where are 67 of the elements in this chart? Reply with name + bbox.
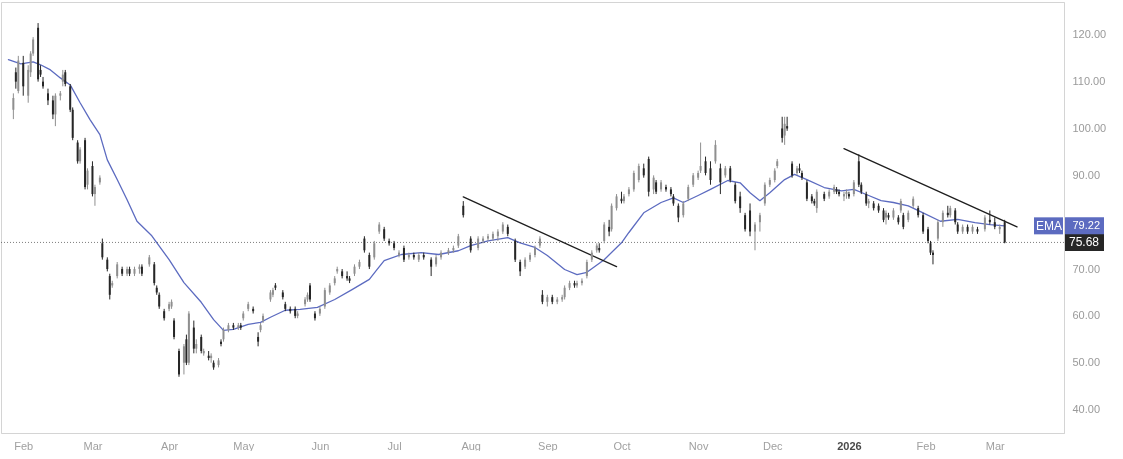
candlestick <box>373 240 376 261</box>
candlestick <box>805 179 808 202</box>
candlestick <box>430 256 433 277</box>
candlestick <box>177 348 180 378</box>
y-tick-label: 90.00 <box>1072 168 1101 181</box>
x-tick-label: Nov <box>688 439 709 452</box>
candlestick <box>101 238 104 261</box>
candlestick <box>22 55 25 97</box>
candlestick <box>749 202 752 237</box>
candlestick <box>14 67 17 90</box>
candlestick <box>936 219 939 242</box>
legend-label: EMA <box>1035 218 1063 233</box>
candlestick <box>677 202 680 223</box>
y-tick-label: 79.22 <box>1072 219 1101 232</box>
candlestick <box>487 233 489 242</box>
x-tick-label: Oct <box>613 439 631 452</box>
candlestick <box>514 238 517 263</box>
x-tick-label: Aug <box>461 439 481 452</box>
candlestick <box>46 88 49 106</box>
candlestick <box>608 219 611 237</box>
candlestick <box>922 212 925 235</box>
candlestick <box>51 95 54 120</box>
candlestick <box>709 160 712 186</box>
x-tick-label: Mar <box>83 439 103 452</box>
x-tick-label: May <box>233 439 255 452</box>
candlestick <box>173 317 176 340</box>
x-tick-label: Jun <box>311 439 330 452</box>
candlestick <box>86 167 89 190</box>
candlestick <box>585 259 588 279</box>
x-tick-label: Mar <box>985 439 1006 452</box>
candlestick <box>12 92 15 120</box>
candlestick <box>182 343 185 375</box>
candlestick <box>93 184 96 207</box>
candlestick <box>153 261 156 286</box>
y-tick-label: 100.00 <box>1072 121 1107 134</box>
y-tick-label: 110.00 <box>1072 75 1106 88</box>
candlestick <box>257 331 260 347</box>
x-tick-label: Feb <box>14 439 34 452</box>
candlestick <box>704 156 707 176</box>
candlestick <box>185 334 188 366</box>
y-tick-label: 120.00 <box>1072 28 1107 41</box>
x-tick-label: Sep <box>538 439 558 452</box>
candlestick <box>734 181 737 204</box>
candlestick <box>753 221 756 251</box>
x-tick-label: Jul <box>387 439 402 452</box>
candlestick <box>637 163 640 183</box>
y-tick-label: 50.00 <box>1072 356 1101 369</box>
candlestick <box>323 287 326 310</box>
candlestick <box>714 139 717 165</box>
y-tick-label: 60.00 <box>1072 309 1101 322</box>
candlestick <box>632 170 635 193</box>
candlestick <box>54 92 57 127</box>
x-tick-label: 2026 <box>837 439 862 452</box>
x-tick-label: Apr <box>161 439 179 452</box>
y-tick-label: 40.00 <box>1072 403 1101 416</box>
y-tick-label: 70.00 <box>1072 262 1101 275</box>
candlestick <box>739 191 742 214</box>
candlestick <box>941 209 944 228</box>
ref-line-label: 75.68 <box>1068 235 1100 250</box>
x-tick-label: Feb <box>916 439 936 452</box>
candlestick <box>763 181 766 207</box>
candlestick <box>719 163 722 195</box>
candlestick <box>603 221 606 244</box>
candlestick <box>744 212 747 233</box>
candlestick <box>610 202 613 233</box>
candlestick <box>758 212 761 233</box>
x-tick-label: Dec <box>763 439 784 452</box>
